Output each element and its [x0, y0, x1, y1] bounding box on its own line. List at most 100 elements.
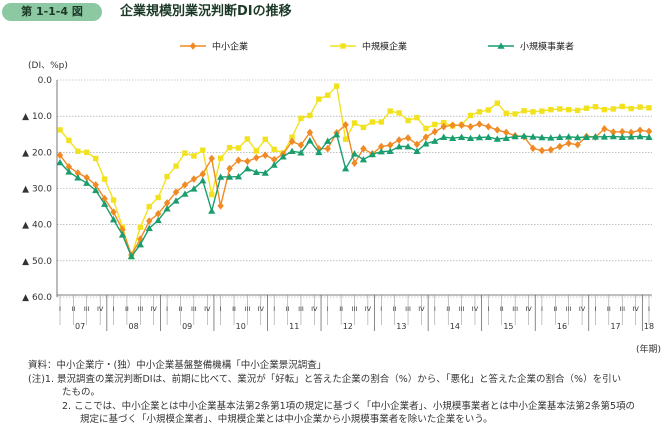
- data-point: [351, 120, 358, 126]
- data-point: [628, 105, 634, 112]
- data-point: [57, 127, 63, 133]
- data-point: [431, 127, 439, 136]
- data-point: [110, 208, 117, 216]
- legend-label: 中規模企業: [362, 41, 407, 53]
- data-point: [601, 125, 608, 133]
- x-quarter-label: I: [273, 305, 275, 313]
- x-quarter-label: I: [59, 305, 61, 313]
- data-point: [574, 107, 581, 114]
- data-point: [414, 114, 420, 121]
- data-point: [92, 155, 99, 162]
- x-quarter-label: IV: [311, 305, 318, 313]
- data-point: [146, 217, 153, 225]
- data-point: [547, 134, 555, 141]
- data-point: [66, 137, 72, 144]
- data-point: [359, 155, 368, 163]
- x-quarter-label: III: [84, 305, 90, 313]
- data-point: [84, 149, 90, 156]
- x-quarter-label: IV: [525, 305, 532, 313]
- data-point: [618, 133, 626, 140]
- data-point: [502, 134, 510, 142]
- data-point: [225, 173, 234, 180]
- data-point: [351, 159, 358, 167]
- data-point: [75, 148, 81, 154]
- x-quarter-label: III: [245, 305, 251, 313]
- data-point: [261, 169, 269, 176]
- data-point: [378, 119, 384, 125]
- data-point: [405, 117, 411, 124]
- data-point: [226, 164, 233, 173]
- x-quarter-label: III: [352, 305, 358, 313]
- data-point: [467, 112, 474, 119]
- data-point: [556, 142, 563, 151]
- legend-marker: [340, 43, 346, 49]
- data-point: [386, 141, 394, 149]
- data-point: [378, 142, 385, 151]
- data-point: [288, 137, 296, 146]
- y-tick-label: 0.0: [38, 76, 53, 86]
- data-point: [109, 216, 118, 223]
- figure-header: 第 1-1-4 図 企業規模別業況判断DIの推移: [0, 0, 666, 24]
- x-quarter-label: III: [405, 305, 411, 313]
- data-point: [234, 172, 243, 180]
- data-point: [387, 108, 393, 114]
- x-quarter-label: I: [220, 305, 222, 313]
- data-point: [646, 105, 652, 111]
- x-quarter-label: II: [286, 305, 290, 313]
- data-point: [422, 133, 430, 141]
- legend-label: 中小企業: [212, 41, 248, 53]
- data-point: [565, 133, 573, 140]
- data-point: [200, 147, 206, 153]
- x-year-label: 13: [396, 322, 406, 331]
- data-point: [217, 202, 224, 210]
- data-point: [235, 156, 242, 165]
- data-point: [520, 132, 528, 139]
- x-quarter-label: II: [339, 305, 343, 313]
- data-point: [484, 133, 492, 140]
- x-year-label: 07: [75, 322, 85, 331]
- data-point: [521, 108, 527, 114]
- data-point: [538, 133, 546, 141]
- data-point: [118, 231, 127, 238]
- x-quarter-label: I: [327, 305, 329, 313]
- data-point: [190, 185, 198, 192]
- data-point: [217, 155, 224, 161]
- figure-title: 企業規模別業況判断DIの推移: [120, 4, 292, 19]
- x-quarter-label: II: [607, 305, 611, 313]
- data-point: [538, 146, 546, 155]
- data-point: [591, 133, 600, 140]
- data-point: [600, 133, 608, 140]
- series-line: [59, 123, 650, 257]
- data-point: [467, 122, 474, 131]
- data-point: [209, 191, 215, 198]
- data-point: [423, 125, 429, 132]
- data-point: [404, 134, 412, 142]
- data-point: [65, 163, 73, 171]
- data-point: [262, 136, 268, 143]
- x-quarter-label: I: [166, 305, 168, 313]
- data-point: [619, 103, 625, 110]
- legend-marker: [189, 42, 197, 50]
- data-point: [395, 136, 403, 144]
- data-point: [244, 136, 251, 142]
- data-point: [136, 240, 144, 248]
- data-point: [297, 149, 305, 156]
- x-quarter-label: I: [648, 305, 650, 313]
- data-point: [422, 140, 430, 147]
- data-point: [127, 252, 135, 260]
- x-quarter-label: III: [619, 305, 625, 313]
- series-lines: [56, 83, 653, 260]
- data-point: [333, 131, 341, 138]
- data-point: [583, 105, 590, 111]
- data-point: [511, 132, 519, 140]
- data-point: [637, 104, 643, 110]
- data-point: [163, 205, 171, 212]
- data-point: [557, 106, 563, 112]
- x-quarter-label: IV: [632, 305, 639, 313]
- data-point: [288, 147, 296, 155]
- x-quarter-label: III: [566, 305, 572, 313]
- note-2-line-2: 規定に基づく「小規模企業者」、中規模企業とは中小企業から小規模事業者を除いた企業…: [80, 414, 493, 425]
- data-point: [610, 128, 617, 136]
- data-point: [627, 133, 635, 140]
- x-quarter-label: I: [541, 305, 543, 313]
